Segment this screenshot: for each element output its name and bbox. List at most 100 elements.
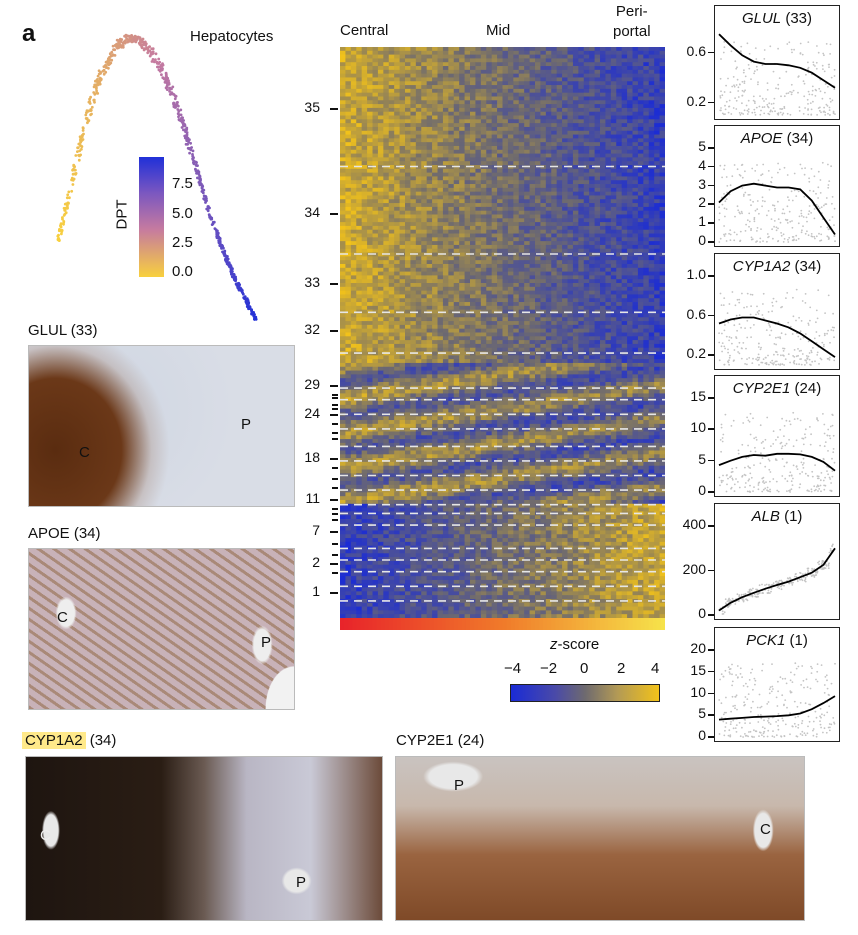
- heatmap-cell: [383, 294, 390, 299]
- dpt-point: [62, 220, 66, 223]
- dpt-point: [201, 191, 205, 195]
- heatmap-cell: [605, 69, 612, 75]
- heatmap-cell: [470, 267, 476, 272]
- heatmap-cell: [556, 138, 563, 143]
- heatmap-cell: [556, 199, 563, 204]
- heatmap-cell: [410, 145, 417, 151]
- heatmap-cell: [583, 54, 590, 59]
- heatmap-cell: [594, 305, 601, 311]
- heatmap-cell: [442, 271, 449, 276]
- heatmap-cell: [464, 88, 471, 94]
- heatmap-cell: [654, 203, 660, 208]
- dpt-point: [152, 60, 156, 64]
- heatmap-cell: [367, 210, 373, 215]
- heatmap-cell: [502, 248, 509, 253]
- heatmap-cell: [605, 195, 612, 200]
- heatmap-cell: [377, 210, 384, 215]
- heatmap-cell: [361, 134, 368, 139]
- heatmap-cell: [605, 298, 612, 303]
- heatmap-cell: [405, 157, 411, 162]
- dpt-point: [89, 95, 92, 99]
- heatmap-cell: [610, 191, 617, 196]
- heatmap-cell: [551, 149, 558, 154]
- heatmap-cell: [513, 313, 520, 318]
- heatmap-cell: [388, 92, 395, 97]
- heatmap-cell: [589, 47, 595, 52]
- heatmap-cell: [540, 241, 547, 246]
- heatmap-cell: [459, 130, 465, 135]
- heatmap-cell: [632, 54, 639, 59]
- heatmap-cell: [426, 142, 433, 147]
- heatmap-cell: [399, 233, 406, 238]
- heatmap-cell: [621, 153, 628, 158]
- heatmap-cell: [654, 263, 660, 269]
- heatmap-cell: [545, 313, 552, 318]
- heatmap-cell: [405, 305, 411, 311]
- heatmap-cell: [486, 279, 493, 284]
- heatmap-cell: [627, 252, 633, 257]
- heatmap-cell: [459, 69, 465, 75]
- heatmap-cell: [529, 229, 536, 234]
- heatmap-cell: [383, 222, 390, 227]
- heatmap-cell: [367, 168, 373, 174]
- heatmap-cell: [637, 104, 644, 109]
- heatmap-cell: [480, 241, 487, 246]
- heatmap-cell: [524, 73, 530, 78]
- heatmap-cell: [637, 260, 644, 265]
- heatmap-cell: [513, 237, 520, 242]
- heatmap-cell: [627, 69, 633, 75]
- heatmap-cell: [356, 271, 363, 276]
- heatmap-cell: [372, 203, 379, 208]
- heatmap-cell: [502, 165, 509, 170]
- heatmap-cell: [524, 279, 530, 284]
- heatmap-cell: [556, 130, 563, 135]
- heatmap-cell: [486, 237, 493, 242]
- heatmap-cell: [594, 107, 601, 113]
- heatmap-cell: [470, 279, 476, 284]
- heatmap-cell: [621, 260, 628, 265]
- heatmap-cell: [350, 92, 357, 97]
- heatmap-cell: [377, 111, 384, 116]
- heatmap-cell: [350, 62, 357, 67]
- heatmap-cell: [610, 271, 617, 276]
- heatmap-cell: [648, 88, 655, 94]
- heatmap-cell: [464, 248, 471, 253]
- heatmap-cell: [459, 88, 465, 94]
- heatmap-cell: [383, 210, 390, 215]
- heatmap-cell: [475, 187, 482, 193]
- heatmap-cell: [621, 294, 628, 299]
- heatmap-cell: [442, 229, 449, 234]
- heatmap-cell: [432, 100, 438, 105]
- heatmap-cell: [583, 134, 590, 139]
- heatmap-cell: [540, 256, 547, 261]
- heatmap-cell: [426, 218, 433, 223]
- heatmap-cell: [421, 138, 428, 143]
- heatmap-cell: [594, 96, 601, 101]
- heatmap-cell: [600, 92, 606, 97]
- heatmap-cell: [659, 225, 665, 231]
- heatmap-cell: [377, 298, 384, 303]
- heatmap-cell: [383, 271, 390, 276]
- dpt-point: [74, 168, 77, 172]
- heatmap-cell: [578, 313, 585, 318]
- heatmap-cell: [480, 267, 487, 272]
- heatmap-cell: [594, 271, 601, 276]
- heatmap-cell: [345, 180, 352, 185]
- heatmap-cell: [415, 77, 422, 82]
- heatmap-cell: [545, 47, 552, 52]
- heatmap-cell: [594, 294, 601, 299]
- heatmap-cell: [589, 134, 595, 139]
- heatmap-cell: [659, 100, 665, 105]
- heatmap-cell: [605, 149, 612, 154]
- heatmap-cell: [475, 157, 482, 162]
- heatmap-cell: [415, 275, 422, 280]
- heatmap-cell: [356, 206, 363, 212]
- heatmap-cell: [583, 165, 590, 170]
- heatmap-cell: [513, 294, 520, 299]
- heatmap-cell: [340, 77, 346, 82]
- heatmap-cell: [426, 161, 433, 166]
- heatmap-cell: [637, 96, 644, 101]
- heatmap-cell: [421, 294, 428, 299]
- heatmap-cell: [524, 275, 530, 280]
- heatmap-cell: [361, 119, 368, 124]
